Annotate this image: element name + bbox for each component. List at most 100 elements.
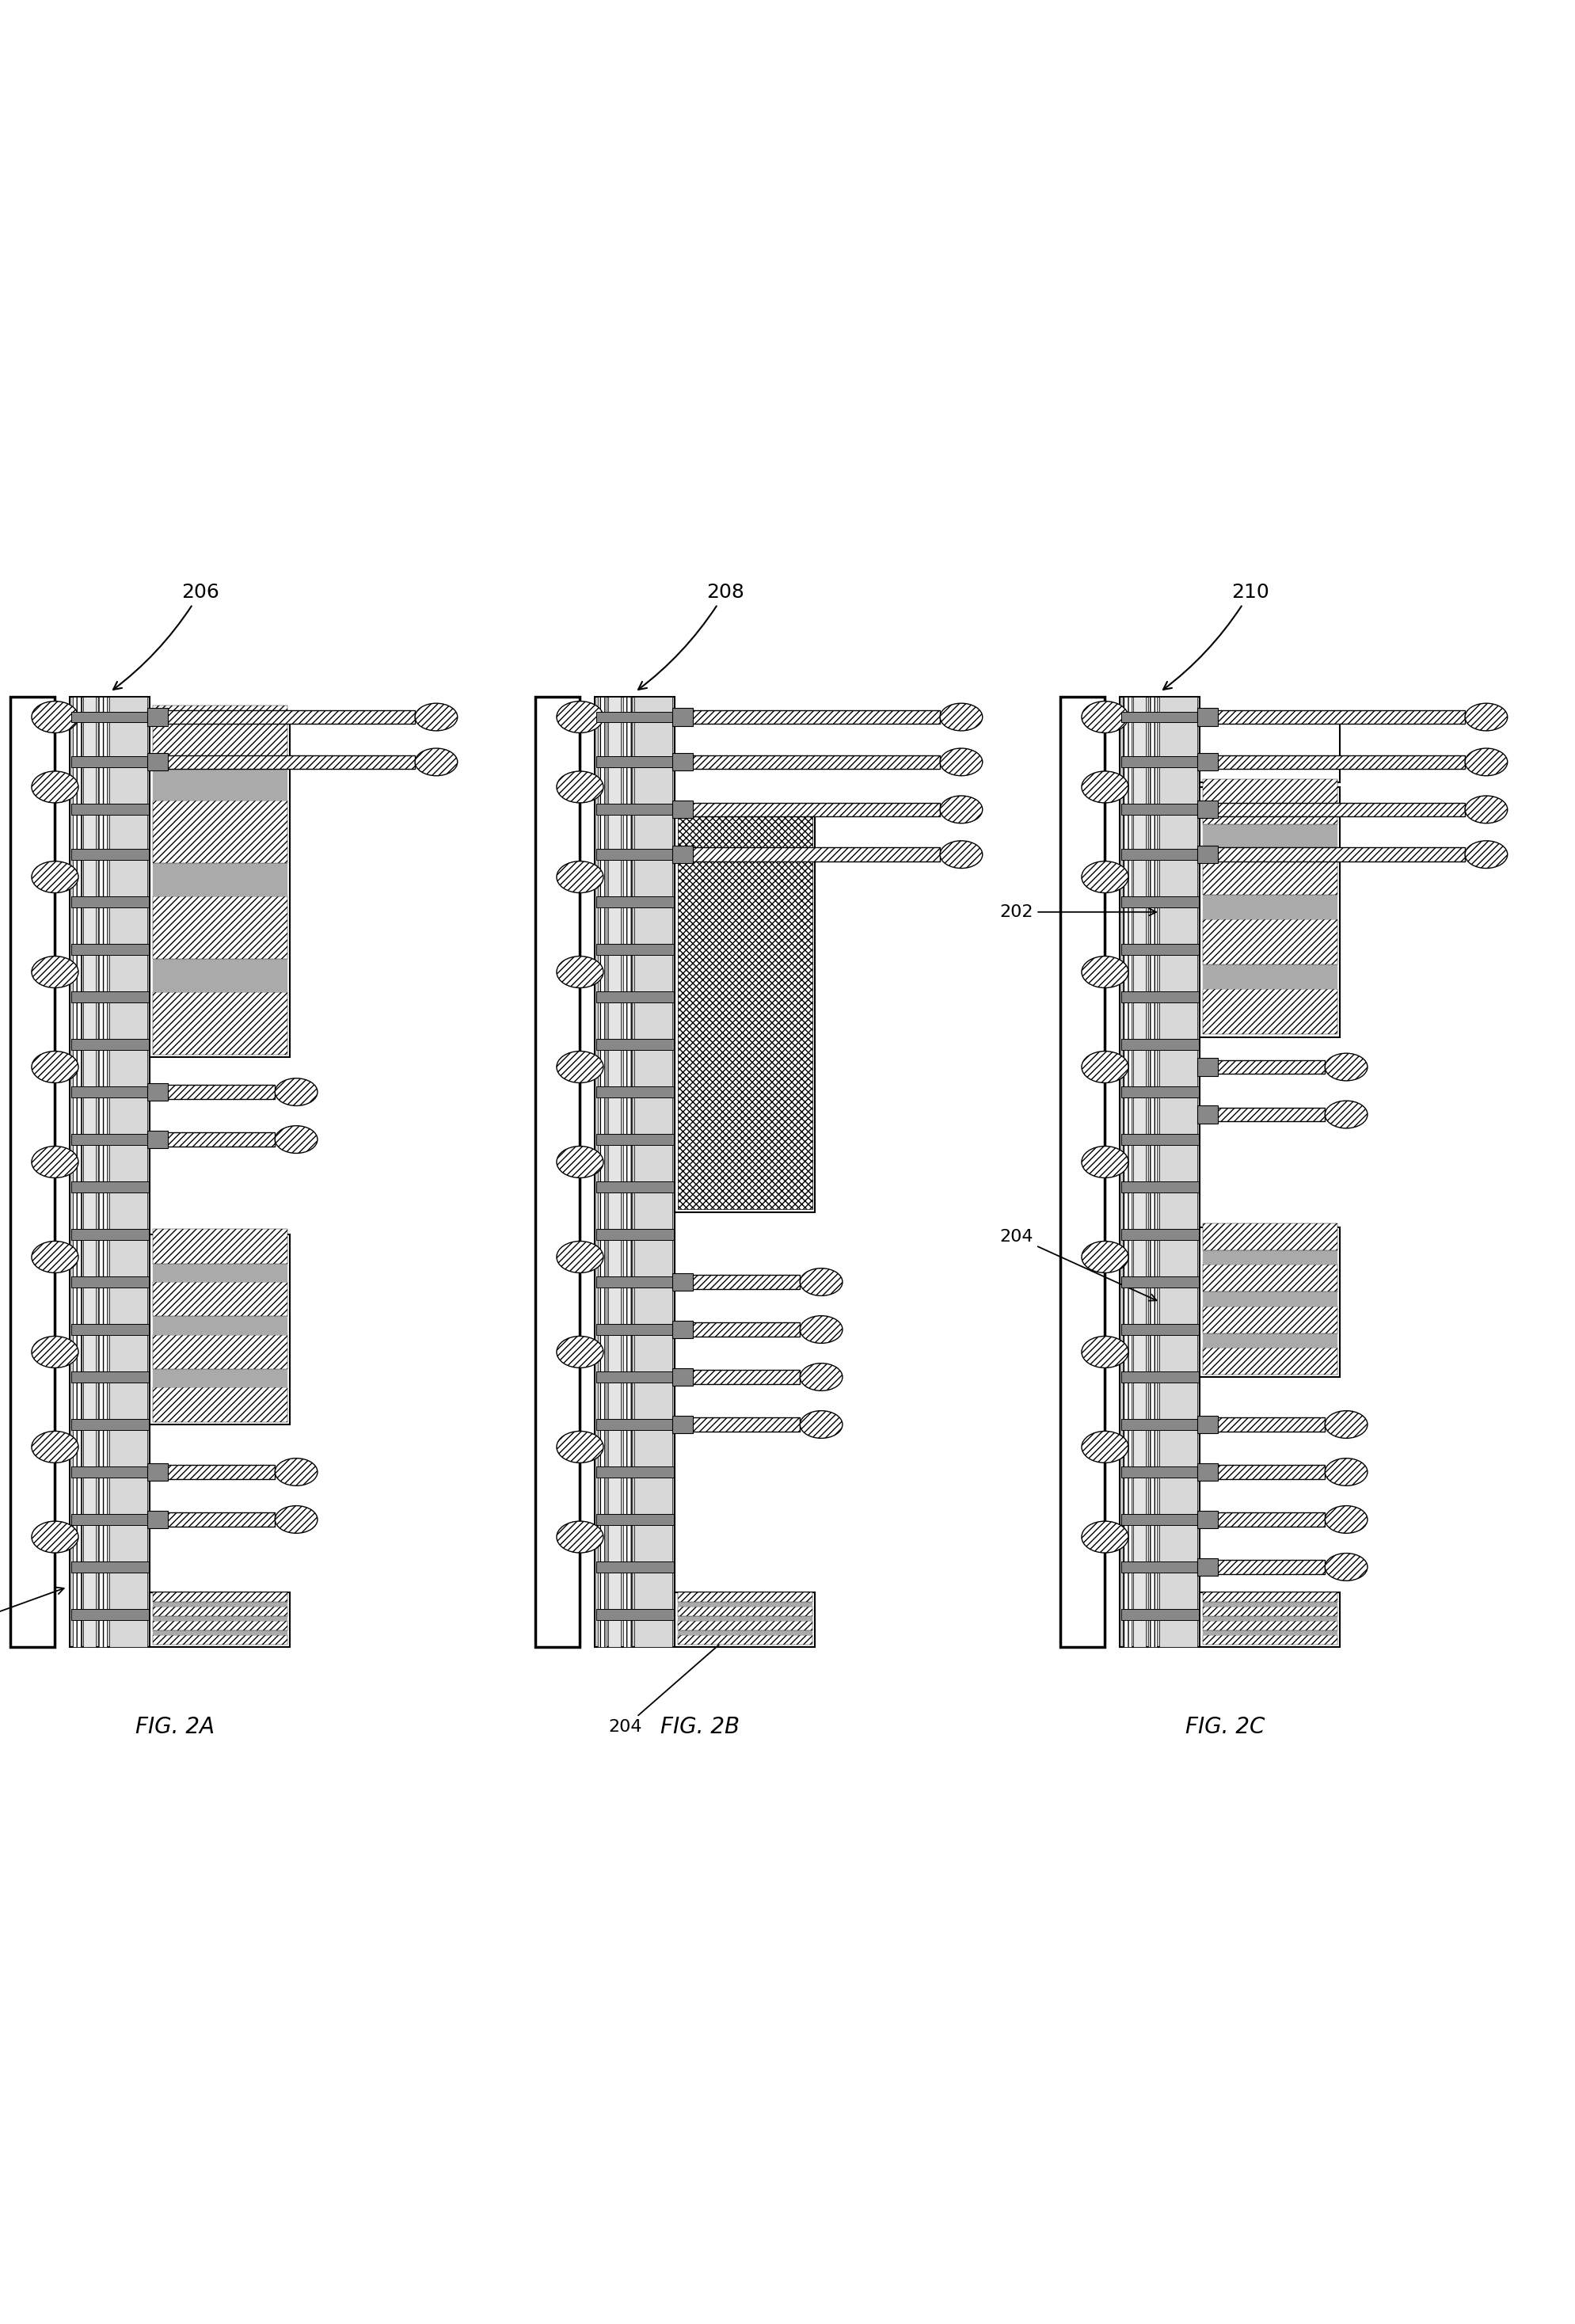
Bar [153, 1369, 288, 1387]
Bar [677, 1620, 813, 1629]
Bar [1197, 753, 1217, 772]
Bar [1202, 825, 1337, 848]
Ellipse shape [940, 795, 983, 823]
Bar [1200, 718, 1340, 781]
Ellipse shape [1082, 1146, 1128, 1178]
Bar [1121, 758, 1199, 767]
Ellipse shape [32, 702, 79, 732]
Bar [1197, 846, 1217, 862]
Bar [595, 697, 676, 1648]
Bar [677, 1592, 813, 1601]
Bar [165, 1132, 276, 1146]
Bar [1121, 1513, 1199, 1525]
Bar [1214, 1559, 1325, 1573]
Bar [595, 1371, 674, 1383]
Bar [71, 1466, 150, 1478]
Bar [1202, 1250, 1337, 1264]
Bar [71, 848, 150, 860]
Bar [595, 1420, 674, 1429]
Bar [71, 1371, 150, 1383]
Bar [673, 709, 693, 725]
Ellipse shape [1465, 748, 1507, 776]
Ellipse shape [940, 704, 983, 730]
Bar [1123, 697, 1131, 1648]
Bar [624, 697, 632, 1648]
Ellipse shape [32, 1432, 79, 1462]
Bar [1197, 802, 1217, 818]
Ellipse shape [32, 862, 79, 892]
Bar [595, 992, 674, 1002]
Bar [1121, 1562, 1199, 1573]
Bar [1121, 897, 1199, 906]
Bar [1202, 1601, 1337, 1606]
Bar [635, 697, 673, 1648]
Ellipse shape [800, 1269, 843, 1297]
Ellipse shape [32, 1336, 79, 1369]
Bar [677, 813, 813, 1208]
Bar [153, 704, 288, 767]
Bar [1197, 1057, 1217, 1076]
Ellipse shape [556, 702, 603, 732]
Bar [595, 1466, 674, 1478]
Ellipse shape [1325, 1457, 1367, 1485]
Bar [153, 862, 288, 897]
Bar [673, 1415, 693, 1434]
Bar [1120, 697, 1200, 1648]
Bar [608, 697, 621, 1648]
Bar [83, 697, 96, 1648]
Ellipse shape [556, 955, 603, 988]
Text: 202: 202 [0, 1587, 65, 1634]
Ellipse shape [1325, 1552, 1367, 1580]
Ellipse shape [1325, 1102, 1367, 1127]
Ellipse shape [1082, 862, 1128, 892]
Bar [1202, 1636, 1337, 1645]
Ellipse shape [1082, 1050, 1128, 1083]
Bar [1060, 697, 1106, 1648]
Bar [595, 848, 674, 860]
Bar [673, 1320, 693, 1339]
Bar [153, 1283, 288, 1315]
Bar [150, 1234, 290, 1425]
Ellipse shape [800, 1315, 843, 1343]
Bar [1202, 1629, 1337, 1636]
Text: FIG. 2C: FIG. 2C [1186, 1715, 1265, 1738]
Ellipse shape [414, 748, 457, 776]
Bar [673, 753, 693, 772]
Bar [690, 711, 940, 725]
Ellipse shape [414, 704, 457, 730]
Ellipse shape [1325, 1411, 1367, 1439]
Bar [1214, 1418, 1325, 1432]
Bar [1202, 1306, 1337, 1334]
Bar [595, 758, 674, 767]
Bar [536, 697, 580, 1648]
Bar [677, 1601, 813, 1606]
Text: FIG. 2B: FIG. 2B [660, 1715, 740, 1738]
Ellipse shape [32, 1146, 79, 1178]
Bar [153, 1606, 288, 1615]
Bar [673, 1369, 693, 1385]
Bar [1148, 697, 1158, 1648]
Ellipse shape [940, 748, 983, 776]
Bar [1200, 788, 1340, 1037]
Bar [1197, 1464, 1217, 1480]
Ellipse shape [1082, 702, 1128, 732]
Bar [1214, 1513, 1325, 1527]
Bar [1121, 944, 1199, 955]
Bar [165, 711, 414, 725]
Bar [71, 1608, 150, 1620]
Bar [1121, 848, 1199, 860]
Text: 202: 202 [1000, 904, 1156, 920]
Bar [1214, 755, 1465, 769]
Bar [1121, 711, 1199, 723]
Bar [69, 697, 150, 1648]
Bar [1202, 1334, 1337, 1348]
Bar [1214, 848, 1465, 862]
Ellipse shape [556, 1050, 603, 1083]
Bar [1121, 804, 1199, 816]
Bar [153, 1601, 288, 1606]
Bar [153, 1592, 288, 1601]
Bar [597, 697, 606, 1648]
Ellipse shape [276, 1078, 318, 1106]
Bar [1121, 1466, 1199, 1478]
Bar [595, 1229, 674, 1241]
